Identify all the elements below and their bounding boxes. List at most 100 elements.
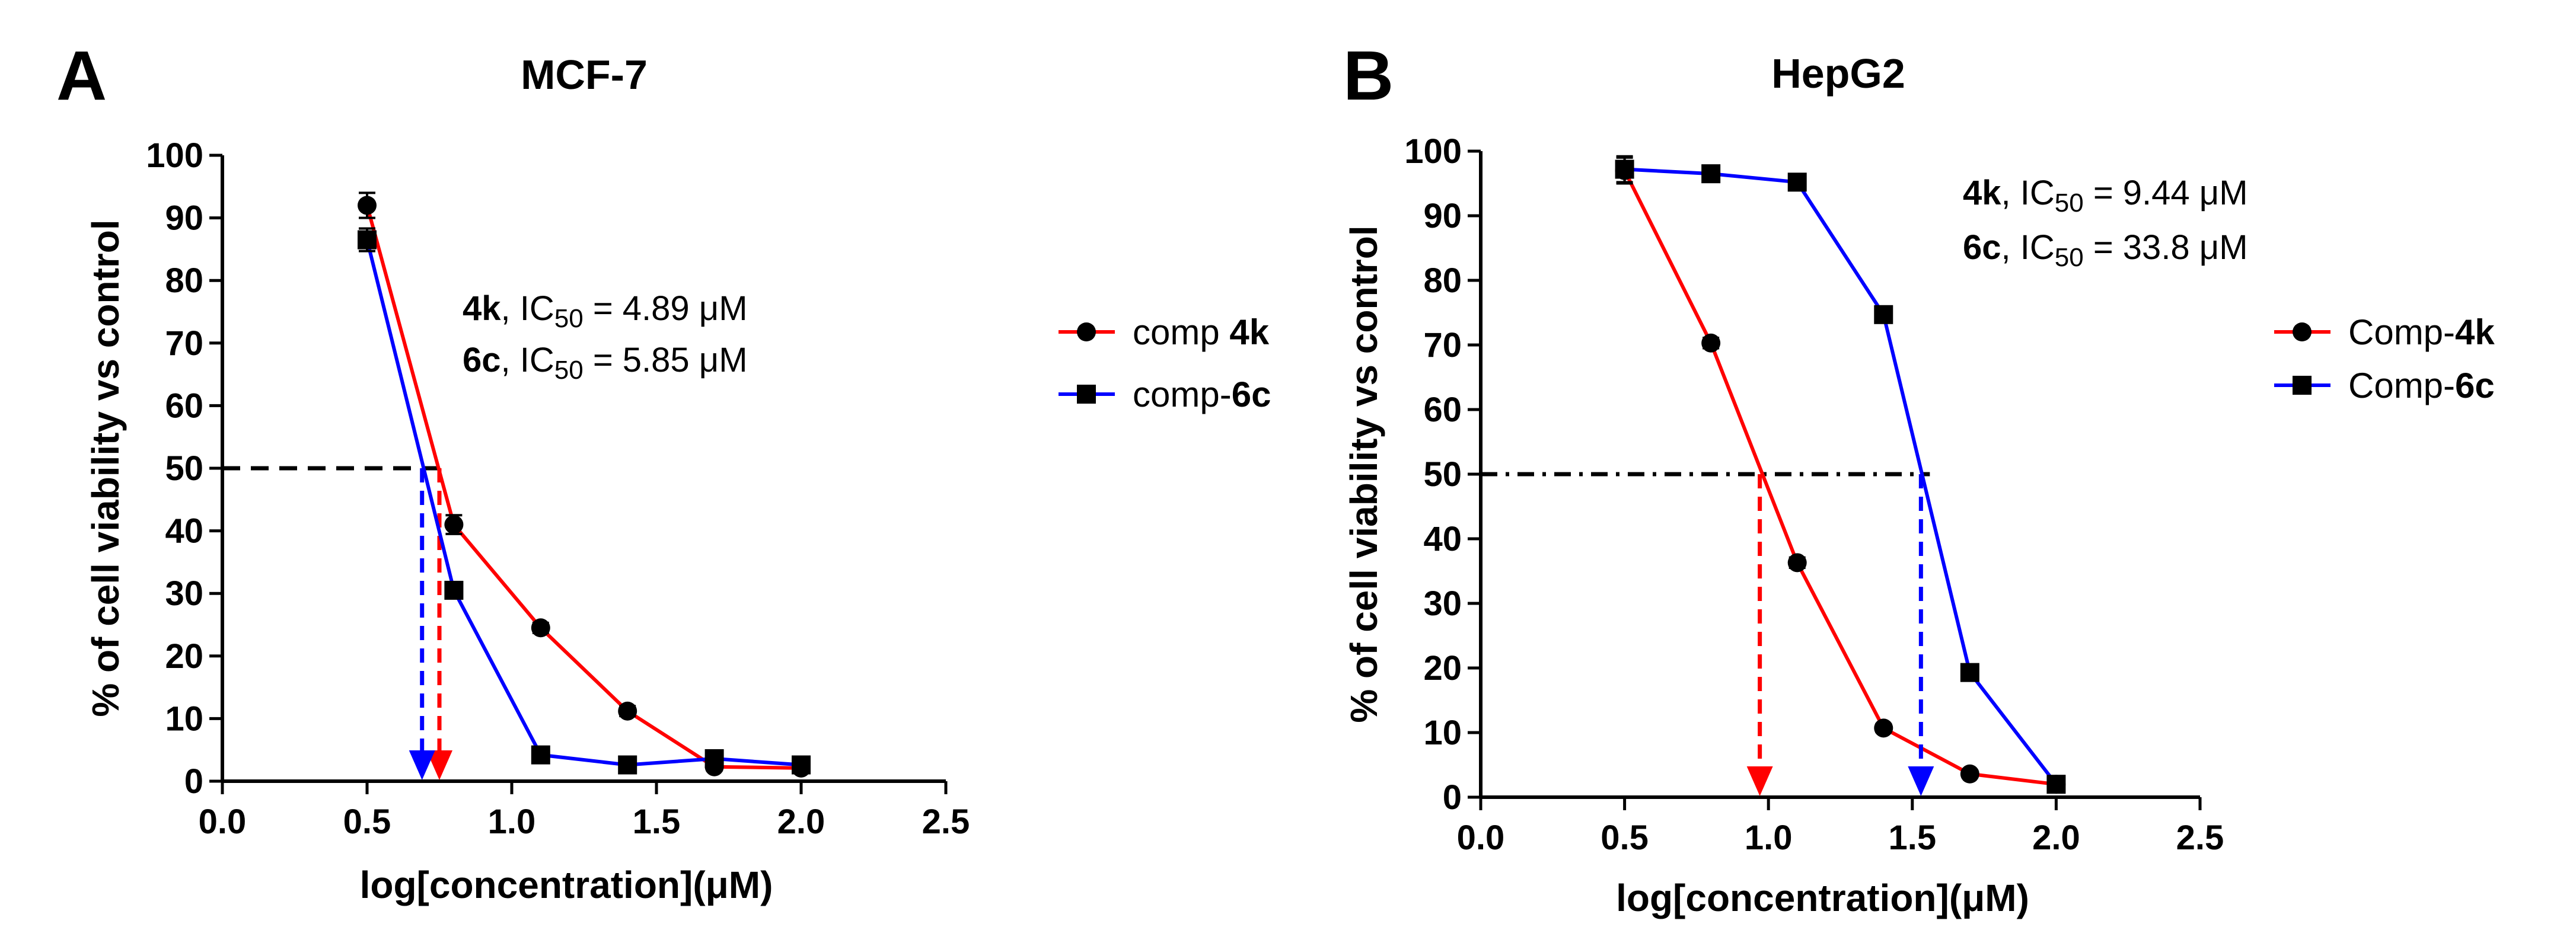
panel-a-x-axis-label: log[concentration](μM) xyxy=(360,864,773,906)
panel-b-series-4k-line xyxy=(1622,170,2057,787)
panel-b-legend-label: Comp-6c xyxy=(2348,366,2495,405)
panel-a-ic50-annotation-ic: IC xyxy=(520,289,554,328)
panel-a-series-6c-point xyxy=(531,745,550,765)
panel-a-x-tick-label: 2.0 xyxy=(777,803,825,841)
panel-a-ic50-annotation-ic: IC xyxy=(520,341,554,379)
panel-b-ic50-annotation-sep: , xyxy=(2001,174,2020,212)
panel-a-legend-marker xyxy=(1077,385,1096,404)
panel-b-series-4k-point xyxy=(1874,718,1893,738)
panel-a-legend-item-6c: comp-6c xyxy=(1059,375,1271,414)
panel-b-y-tick-label: 60 xyxy=(1423,391,1462,429)
panel-b-x-tick-label: 0.5 xyxy=(1601,819,1649,857)
panel-a-y-axis-label: % of cell viability vs control xyxy=(84,219,127,717)
panel-b-series-4k-point xyxy=(1787,553,1807,573)
panel-b-y-axis-label: % of cell viability vs control xyxy=(1343,225,1385,723)
panel-a-title: MCF-7 xyxy=(521,52,648,98)
panel-b-series-6c xyxy=(1615,155,2066,796)
panel-a-legend-label: comp-6c xyxy=(1133,375,1271,414)
panel-a-y-tick-label: 80 xyxy=(165,261,203,300)
panel-b-x-axis-label: log[concentration](μM) xyxy=(1616,877,2029,919)
panel-b-legend-marker xyxy=(2293,322,2312,341)
panel-a-series-6c-point xyxy=(618,755,637,775)
panel-b-series-6c-ic50-arrowhead xyxy=(1908,766,1934,796)
panel-b-x-tick-label: 2.5 xyxy=(2176,819,2224,857)
panel-b-legend-label: Comp-4k xyxy=(2348,312,2495,352)
panel-b-y-tick-label: 100 xyxy=(1404,132,1462,171)
panel-b-series-4k-point xyxy=(1960,764,1979,784)
panel-a-y-tick-label: 100 xyxy=(146,136,203,175)
panel-a-x-tick-label: 1.5 xyxy=(633,803,681,841)
panel-a-series-6c-point xyxy=(358,230,377,250)
panel-a-ic50-annotation-sep: , xyxy=(501,289,520,328)
panel-a-legend-label-compound: 4k xyxy=(1229,312,1269,352)
panel-a-series-4k-point xyxy=(531,618,550,638)
panel-a-x-tick-label: 0.5 xyxy=(343,803,391,841)
panel-a-ic50-annotation: 6c, IC50 = 5.85 μM xyxy=(463,341,748,385)
panel-b-letter: B xyxy=(1343,37,1394,115)
panel-a-y-tick-label: 10 xyxy=(165,699,203,738)
panel-a-y-tick-label: 20 xyxy=(165,637,203,676)
panel-a-ic50-annotation-compound: 6c xyxy=(463,341,501,379)
panel-b-y-tick-label: 20 xyxy=(1423,649,1462,688)
panel-b-series-6c-point xyxy=(1787,172,1807,192)
panel-b-x-tick-label: 1.5 xyxy=(1888,819,1936,857)
panel-a-series-4k xyxy=(358,191,811,780)
panel-b-y-tick-label: 40 xyxy=(1423,520,1462,558)
panel-b-title: HepG2 xyxy=(1771,50,1905,97)
panel-b-x-tick-label: 0.0 xyxy=(1457,819,1505,857)
panel-a-series-6c-ic50-arrowhead xyxy=(409,750,435,780)
panel-a-y-tick-label: 50 xyxy=(165,449,203,488)
panel-a-series-6c xyxy=(358,227,811,780)
panel-b-series-6c-point xyxy=(1874,305,1893,324)
panel-a-letter: A xyxy=(56,37,107,115)
panel-b-legend-item-6c: Comp-6c xyxy=(2274,366,2495,405)
panel-b-x-tick-label: 1.0 xyxy=(1745,819,1793,857)
panel-b-ic50-annotation-sep: , xyxy=(2001,228,2020,267)
panel-b: B HepG2 0.0 0.5 1.0 1.5 2.0 2.5 0 10 20 30 40 50 60 70 8… xyxy=(1343,37,2495,919)
panel-b-legend-item-4k: Comp-4k xyxy=(2274,312,2495,352)
panel-a-series-6c-point xyxy=(704,749,724,768)
panel-a-series-6c-line xyxy=(365,239,802,767)
panel-a-legend-marker xyxy=(1077,322,1096,341)
panel-b-y-tick-label: 30 xyxy=(1423,584,1462,623)
panel-b-legend-label-prefix: Comp- xyxy=(2348,312,2455,352)
panel-a-series-6c-point xyxy=(444,580,464,600)
panel-b-ic50-annotation: 4k, IC50 = 9.44 μM xyxy=(1963,174,2248,218)
panel-b-ic50-annotation-value: = 33.8 μM xyxy=(2084,228,2248,267)
panel-a-y-tick-label: 90 xyxy=(165,199,203,238)
panel-b-ic50-annotation-ic: IC xyxy=(2020,174,2055,212)
panel-b-y-tick-label: 80 xyxy=(1423,261,1462,300)
panel-b-ic50-annotation-compound: 4k xyxy=(1963,174,2001,212)
panel-a-legend-label-compound: 6c xyxy=(1232,375,1271,414)
panel-b-y-tick-label: 90 xyxy=(1423,197,1462,235)
panel-a: A MCF-7 0.0 0.5 1.0 1.5 2.0 2.5 0 10 20 30 40 50 60 70 8… xyxy=(56,37,1271,906)
panel-b-y-tick-label: 0 xyxy=(1443,778,1462,817)
panel-b-ic50-annotation-value: = 9.44 μM xyxy=(2084,174,2248,212)
panel-b-ic50-annotation-sub: 50 xyxy=(2055,188,2084,218)
panel-a-ic50-annotation: 4k, IC50 = 4.89 μM xyxy=(463,289,748,333)
panel-b-ic50-annotation: 6c, IC50 = 33.8 μM xyxy=(1963,228,2248,272)
panel-b-x-tick-label: 2.0 xyxy=(2032,819,2080,857)
panel-b-series-6c-line xyxy=(1624,167,2058,786)
panel-b-ic50-annotation-ic: IC xyxy=(2020,228,2055,267)
panel-a-ic50-annotation-value: = 5.85 μM xyxy=(584,341,748,379)
panel-b-legend-label-prefix: Comp- xyxy=(2348,366,2455,405)
panel-b-y-tick-label: 50 xyxy=(1423,455,1462,494)
panel-a-series-4k-point xyxy=(618,701,637,721)
panel-a-x-tick-label: 2.5 xyxy=(922,803,970,841)
panel-a-x-tick-label: 1.0 xyxy=(488,803,536,841)
panel-b-ic50-annotation-sub: 50 xyxy=(2055,243,2084,272)
panel-a-ic50-annotation-value: = 4.89 μM xyxy=(584,289,748,328)
panel-a-series-4k-point xyxy=(444,515,464,535)
panel-b-legend-label-compound: 6c xyxy=(2455,366,2495,405)
panel-a-legend-label: comp 4k xyxy=(1133,312,1270,352)
panel-b-series-6c-point xyxy=(1615,159,1634,179)
panel-b-y-tick-label: 70 xyxy=(1423,326,1462,365)
panel-b-series-6c-point xyxy=(1960,663,1979,682)
panel-b-series-6c-point xyxy=(2046,775,2066,794)
panel-a-series-4k-ic50-arrowhead xyxy=(426,750,452,780)
panel-a-ic50-annotation-compound: 4k xyxy=(463,289,501,328)
panel-a-legend-label-prefix: comp xyxy=(1133,312,1229,352)
panel-b-series-4k-point xyxy=(1701,333,1721,353)
